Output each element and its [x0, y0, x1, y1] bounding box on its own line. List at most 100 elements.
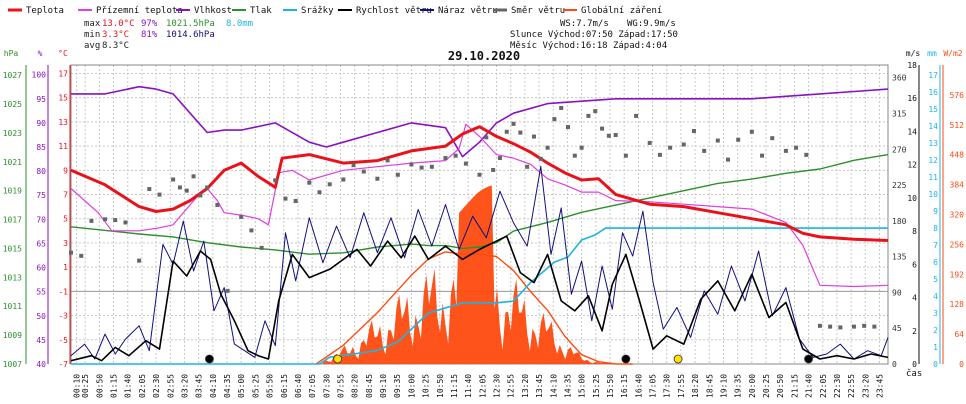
wind-dir-tick-3: 135	[892, 253, 907, 262]
axis-temperature-tick-3: -1	[58, 287, 68, 296]
x-tick-32: 13:20	[521, 374, 530, 398]
x-tick-55: 22:55	[847, 374, 856, 398]
rain-tick-6: 6	[933, 258, 938, 267]
wind-dir-point-44	[518, 130, 523, 135]
wind-dir-point-31	[395, 172, 400, 177]
axis-pressure-tick-10: 1027	[3, 71, 22, 80]
marker-moonset	[205, 354, 214, 364]
wind-dir-point-7	[147, 187, 152, 192]
rad-tick-7: 448	[950, 151, 965, 160]
axis-humidity-tick-5: 65	[36, 239, 46, 248]
axis-pressure-tick-4: 1015	[3, 244, 22, 253]
chart-date-title: 29.10.2020	[448, 49, 520, 63]
wind-dir-tick-6: 270	[892, 145, 907, 154]
wind-dir-tick-4: 180	[892, 217, 907, 226]
x-tick-57: 23:45	[875, 374, 884, 398]
x-tick-20: 08:20	[351, 374, 360, 398]
rain-tick-11: 11	[928, 173, 938, 182]
rain-tick-0: 0	[933, 360, 938, 369]
wind-speed-label: m/s	[906, 49, 921, 58]
x-tick-0: 00:10	[73, 374, 82, 398]
wind-dir-point-25	[327, 182, 332, 187]
stats-max-hum: 97%	[141, 19, 158, 29]
wind-dir-point-12	[191, 174, 196, 179]
axis-pressure-tick-1: 1009	[3, 331, 22, 340]
x-tick-11: 04:35	[223, 374, 232, 398]
rain-tick-17: 17	[928, 71, 938, 80]
wind-speed-tick-3: 6	[912, 260, 917, 269]
wind-speed-tick-9: 18	[907, 61, 917, 70]
wind-dir-point-3	[103, 217, 108, 222]
x-tick-38: 15:50	[606, 374, 615, 398]
axis-temperature-tick-11: 15	[58, 94, 68, 103]
x-tick-17: 07:05	[308, 374, 317, 398]
x-tick-25: 10:25	[422, 374, 431, 398]
wind-dir-point-41	[497, 156, 502, 161]
axis-temperature-tick-5: 3	[63, 239, 68, 248]
info-moon: Měsíc Východ:16:18 Západ:4:04	[510, 41, 667, 51]
axis-humidity-tick-3: 55	[36, 288, 46, 297]
wind-speed-tick-4: 8	[912, 227, 917, 236]
x-tick-26: 10:50	[436, 374, 445, 398]
rain-tick-2: 2	[933, 326, 938, 335]
x-tick-15: 06:15	[280, 374, 289, 398]
wind-dir-tick-8: 360	[892, 74, 907, 83]
info-ws: WS:7.7m/s	[560, 19, 609, 29]
rad-tick-8: 512	[950, 121, 965, 130]
axis-temperature-tick-6: 5	[63, 215, 68, 224]
wind-dir-point-16	[225, 288, 230, 293]
x-tick-42: 17:30	[663, 374, 672, 398]
stats-avg-label: avg	[84, 41, 100, 51]
wind-dir-point-52	[572, 153, 577, 158]
wind-dir-point-30	[385, 158, 390, 163]
axis-temperature-tick-1: -5	[58, 336, 68, 345]
wind-dir-point-61	[647, 140, 652, 145]
wind-dir-point-39	[484, 135, 489, 140]
stats-max-label: max	[84, 19, 101, 29]
wind-dir-point-53	[579, 145, 584, 150]
wind-dir-point-35	[443, 156, 448, 161]
wind-dir-point-69	[736, 137, 741, 142]
series-layer	[69, 85, 889, 365]
x-tick-19: 07:55	[336, 374, 345, 398]
stats-avg-temp: 8.3°C	[102, 41, 129, 51]
wind-dir-point-43	[511, 121, 516, 126]
series-temperature	[70, 125, 889, 242]
axis-pressure-tick-2: 1011	[3, 302, 22, 311]
legend: Teplota Přízemní teplota Vlhkost Tlak Srážky…	[8, 6, 662, 16]
wind-dir-point-64	[681, 142, 686, 147]
wind-dir-point-8	[157, 192, 162, 197]
wind-speed-tick-6: 12	[907, 161, 917, 170]
x-tick-48: 20:00	[748, 374, 757, 398]
axis-pressure-tick-5: 1017	[3, 216, 22, 225]
stats-min-label: min	[84, 30, 100, 40]
markers-layer	[205, 354, 813, 364]
wind-dir-point-46	[531, 134, 536, 139]
wind-dir-point-29	[375, 176, 380, 181]
wind-dir-point-18	[249, 228, 254, 233]
wind-dir-point-6	[137, 258, 142, 263]
x-tick-10: 04:10	[209, 374, 218, 398]
legend-label-7: Směr větru	[511, 6, 565, 16]
x-tick-37: 15:25	[592, 374, 601, 398]
rad-tick-4: 256	[950, 240, 965, 249]
wind-dir-point-74	[794, 145, 799, 150]
x-axis-ticks: 00:10 00:25 00:50 01:15 01:40 02:05 02:30 02:55…	[73, 374, 885, 398]
rain-tick-5: 5	[933, 275, 938, 284]
x-tick-14: 05:50	[266, 374, 275, 398]
wind-dir-point-37	[463, 161, 468, 166]
wind-dir-point-11	[184, 188, 189, 193]
wind-dir-point-36	[453, 153, 458, 158]
wind-dir-point-1	[79, 253, 84, 258]
axis-humidity-tick-11: 95	[36, 95, 46, 104]
wind-dir-tick-1: 45	[892, 324, 902, 333]
legend-label-3: Tlak	[250, 6, 272, 16]
wind-dir-point-9	[171, 177, 176, 182]
wind-dir-point-56	[600, 126, 605, 131]
stats-max-rain: 8.0mm	[226, 19, 253, 29]
axis-humidity-tick-10: 90	[36, 119, 46, 128]
wind-dir-point-15	[215, 202, 220, 207]
series-rain	[71, 227, 888, 365]
series-radiation-area	[322, 185, 626, 364]
